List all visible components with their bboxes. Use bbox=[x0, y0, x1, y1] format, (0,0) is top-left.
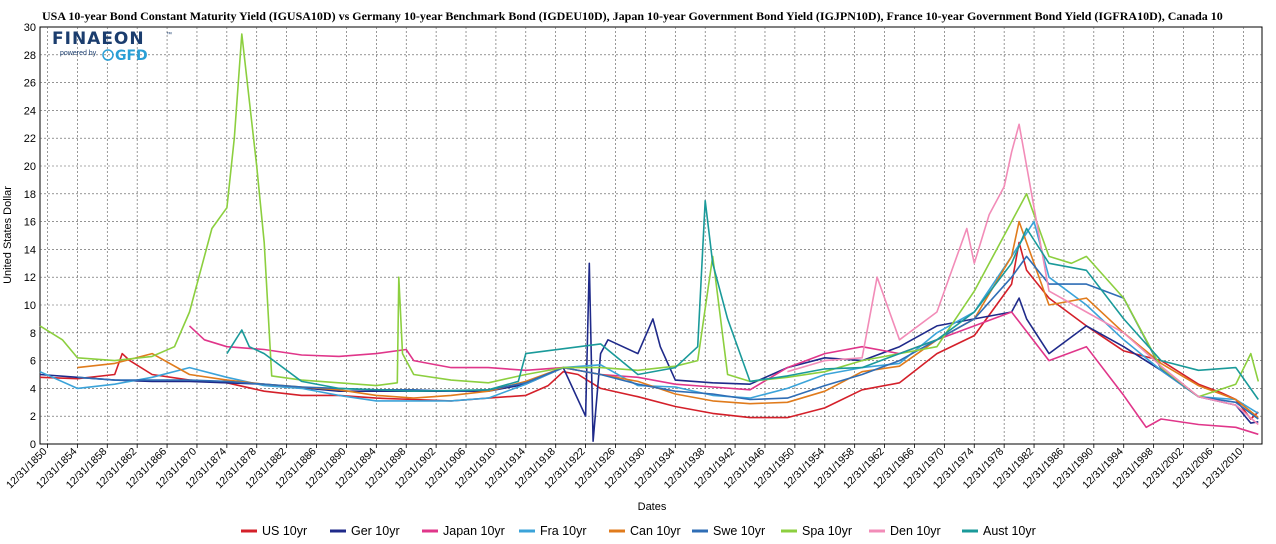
series-line-spa-10yr bbox=[39, 33, 1260, 398]
y-tick-label: 10 bbox=[24, 300, 36, 312]
gfd-globe-icon bbox=[102, 49, 114, 61]
y-tick-label: 20 bbox=[24, 161, 36, 173]
legend-label: Ger 10yr bbox=[351, 524, 400, 538]
legend-label: Swe 10yr bbox=[713, 524, 765, 538]
x-axis-label: Dates bbox=[638, 501, 667, 513]
series-line-japan-10yr bbox=[188, 311, 1259, 436]
y-tick-label: 28 bbox=[24, 50, 36, 62]
series-line-den-10yr bbox=[787, 123, 1259, 426]
plot-area bbox=[39, 26, 1263, 445]
chart-title: USA 10-year Bond Constant Maturity Yield… bbox=[42, 9, 1223, 23]
y-tick-label: 16 bbox=[24, 217, 36, 229]
grid-lines bbox=[40, 27, 1262, 444]
y-tick-label: 30 bbox=[24, 22, 36, 34]
y-tick-label: 4 bbox=[30, 383, 36, 395]
y-tick-label: 24 bbox=[24, 105, 36, 117]
legend-label: Can 10yr bbox=[630, 524, 681, 538]
y-tick-label: 0 bbox=[30, 439, 36, 451]
legend-label: Fra 10yr bbox=[540, 524, 587, 538]
logo-trademark: ™ bbox=[166, 31, 172, 38]
x-axis-ticks: 12/31/185012/31/185412/31/185812/31/1862… bbox=[4, 444, 1246, 491]
logo-gfd: GFD bbox=[115, 48, 148, 64]
series-line-aust-10yr bbox=[226, 199, 1259, 400]
legend-label: Den 10yr bbox=[890, 524, 941, 538]
y-tick-label: 22 bbox=[24, 133, 36, 145]
legend-label: Spa 10yr bbox=[802, 524, 852, 538]
legend-label: US 10yr bbox=[262, 524, 307, 538]
logo-powered-by: powered by bbox=[60, 50, 97, 57]
legend-label: Aust 10yr bbox=[983, 524, 1036, 538]
y-tick-label: 8 bbox=[30, 328, 36, 340]
series-lines bbox=[39, 33, 1260, 443]
y-tick-label: 12 bbox=[24, 272, 36, 284]
y-tick-label: 26 bbox=[24, 78, 36, 90]
y-tick-label: 14 bbox=[24, 244, 36, 256]
legend-label: Japan 10yr bbox=[443, 524, 505, 538]
y-axis-label: United States Dollar bbox=[2, 186, 14, 284]
legend: US 10yr Ger 10yr Japan 10yr Fra 10yr Can 10y… bbox=[241, 524, 1036, 538]
logo-brand: FINAEON bbox=[52, 29, 145, 49]
y-tick-label: 18 bbox=[24, 189, 36, 201]
finaeon-logo: FINAEON ™ powered by GFD bbox=[52, 29, 172, 64]
y-tick-label: 6 bbox=[30, 356, 36, 368]
series-line-swe-10yr bbox=[77, 255, 1259, 420]
y-tick-label: 2 bbox=[30, 411, 36, 423]
